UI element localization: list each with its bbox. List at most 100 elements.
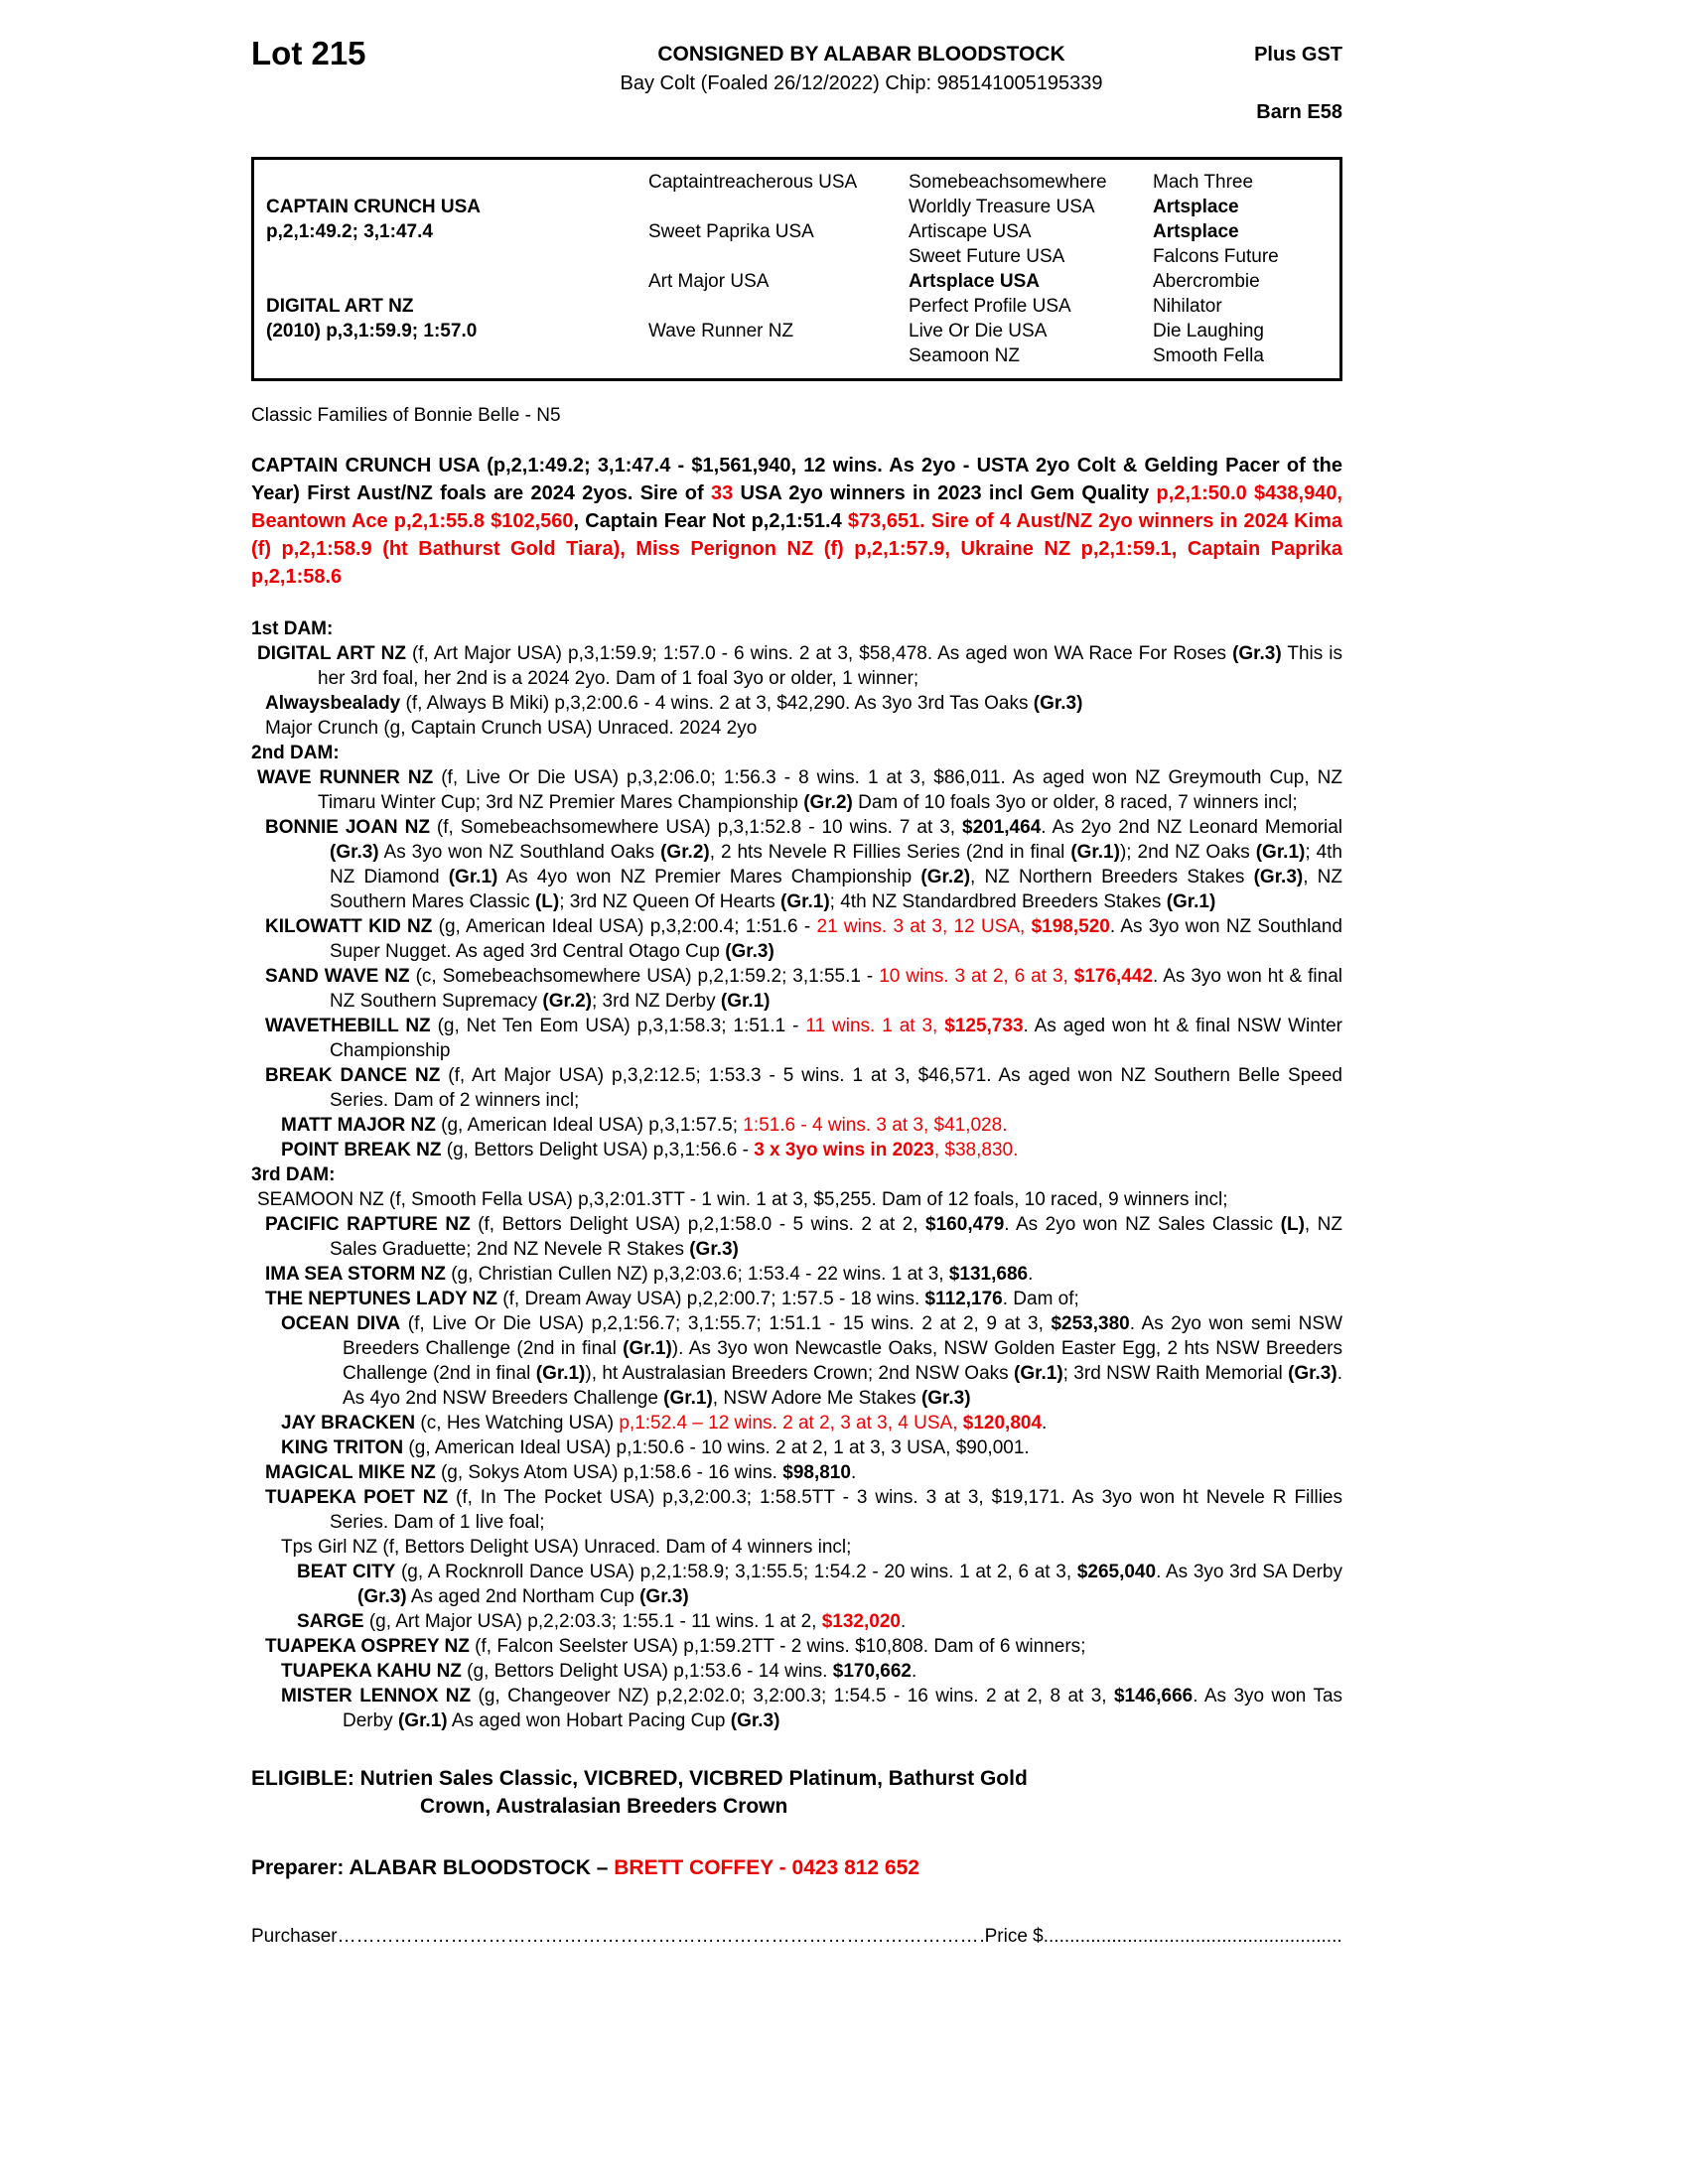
preparer-line: Preparer: ALABAR BLOODSTOCK – BRETT COFF… [251,1854,1342,1882]
text-segment: $131,686 [948,1264,1029,1285]
text-segment: ; 4th NZ Standardbred Breeders Stakes [829,891,1167,912]
text-segment: (Gr.3) [1033,693,1083,714]
pedigree-note-entry: WAVETHEBILL NZ (g, Net Ten Eom USA) p,3,… [251,1014,1342,1063]
text-segment: (f, In The Pocket USA) p,3,2:00.3; 1:58.… [330,1487,1343,1533]
text-segment: (Gr.1) [1255,842,1306,863]
text-segment: . [1028,1264,1034,1285]
pedigree-cell: Worldly Treasure USA [909,197,1095,217]
text-segment: As 4yo won NZ Premier Mares Championship [497,867,921,887]
pedigree-note-entry: WAVE RUNNER NZ (f, Live Or Die USA) p,3,… [251,765,1342,815]
text-segment: , $38,830. [933,1140,1019,1160]
text-segment: (f, Falcon Seelster USA) p,1:59.2TT - 2 … [469,1636,1086,1657]
pedigree-note-entry: Alwaysbealady (f, Always B Miki) p,3,2:0… [251,691,1342,716]
text-segment: $146,666 [1113,1686,1194,1706]
text-segment: (Gr.1) [623,1338,672,1359]
text-segment: . As 3yo won Tas Derby [343,1686,1343,1731]
text-segment: (c, Hes Watching USA) [415,1413,620,1433]
text-segment: $132,020 [821,1611,901,1632]
text-segment: WAVE RUNNER NZ [257,767,434,788]
text-segment: (Gr.2) [660,842,710,863]
text-segment: (Gr.2) [803,792,853,813]
text-segment: Alwaysbealady [265,693,401,714]
text-segment: (g, Art Major USA) p,2,2:03.3; 1:55.1 - … [363,1611,822,1632]
text-segment: (Gr.2) [920,867,971,887]
text-segment: (f, Art Major USA) p,3,2:12.5; 1:53.3 - … [330,1065,1343,1111]
text-segment: KING TRITON [281,1437,404,1458]
text-segment: . As 3yo won NZ Southland Super Nugget. … [330,916,1342,962]
text-segment: (Gr.1) [663,1388,713,1409]
text-segment: , 2 hts Nevele R Fillies Series (2nd in … [709,842,1071,863]
text-segment: (g, American Ideal USA) p,3,2:00.4; 1:51… [432,916,817,937]
text-segment: $265,040 [1076,1562,1157,1582]
pedigree-cell: Somebeachsomewhere [909,172,1107,193]
text-segment: MAGICAL MIKE NZ [265,1462,436,1483]
dam-heading: 1st DAM: [251,618,334,639]
purchaser-fill-dots: …………………………………………………………………………………………………………… [337,1926,985,1947]
pedigree-note-entry: SEAMOON NZ (f, Smooth Fella USA) p,3,2:0… [251,1187,1342,1212]
text-segment: , NZ Northern Breeders Stakes [970,867,1254,887]
pedigree-note-entry: PACIFIC RAPTURE NZ (f, Bettors Delight U… [251,1212,1342,1262]
text-segment: (f, Dream Away USA) p,2,2:00.7; 1:57.5 -… [497,1289,925,1309]
text-segment: (g, Bettors Delight USA) p,3,1:56.6 - [441,1140,755,1160]
purchaser-label: Purchaser [251,1926,338,1947]
pedigree-cell: Artsplace [1153,197,1239,217]
text-segment: POINT BREAK NZ [281,1140,442,1160]
text-segment: (Gr.1) [720,991,771,1012]
text-segment: PACIFIC RAPTURE NZ [265,1214,471,1235]
text-segment: This is her 3rd foal, her 2nd is a 2024 … [318,643,1342,689]
text-segment: As 3yo won NZ Southland Oaks [378,842,661,863]
text-segment: (f, Somebeachsomewhere USA) p,3,1:52.8 -… [429,817,963,838]
text-segment: ), ht Australasian Breeders Crown; 2nd N… [585,1363,1015,1384]
text-segment: As aged 2nd Northam Cup [406,1586,640,1607]
pedigree-cell: Artiscape USA [909,221,1032,242]
pedigree-cell: CAPTAIN CRUNCH USA [266,197,482,217]
pedigree-cell: Nihilator [1153,296,1222,317]
eligible-line1: ELIGIBLE: Nutrien Sales Classic, VICBRED… [251,1767,1028,1790]
text-segment: MATT MAJOR NZ [281,1115,436,1136]
text-segment: (Gr.3) [1253,867,1304,887]
text-segment: (g, Bettors Delight USA) p,1:53.6 - 14 w… [461,1661,833,1682]
consignor-title: CONSIGNED BY ALABAR BLOODSTOCK [657,43,1065,66]
text-segment: (Gr.2) [542,991,592,1012]
text-segment: (Gr.3) [639,1586,689,1607]
pedigree-cell: Perfect Profile USA [909,296,1071,317]
barn-number: Barn E58 [1256,101,1342,123]
text-segment: $112,176 [924,1289,1003,1309]
pedigree-cell: Sweet Future USA [909,246,1065,267]
pedigree-cell: DIGITAL ART NZ [266,296,414,317]
pedigree-note-entry: Tps Girl NZ (f, Bettors Delight USA) Unr… [251,1535,1342,1560]
text-segment: MISTER LENNOX NZ [281,1686,472,1706]
pedigree-note-entry: SARGE (g, Art Major USA) p,2,2:03.3; 1:5… [251,1609,1342,1634]
pedigree-cell: Captaintreacherous USA [648,172,858,193]
text-segment: $160,479 [925,1214,1005,1235]
text-segment: (Gr.3) [1288,1363,1337,1384]
text-segment: (Gr.1) [1014,1363,1063,1384]
text-segment: Major Crunch (g, Captain Crunch USA) Unr… [265,718,758,739]
text-segment: (f, Bettors Delight USA) p,2,1:58.0 - 5 … [470,1214,926,1235]
text-segment: (f, Live Or Die USA) p,2,1:56.7; 3,1:55.… [400,1313,1052,1334]
text-segment: CAPTAIN CRUNCH USA (p,2,1:49.2; 3,1:47.4… [251,455,1342,504]
text-segment: . As 4yo 2nd NSW Breeders Challenge [343,1363,1342,1409]
pedigree-note-entry: TUAPEKA OSPREY NZ (f, Falcon Seelster US… [251,1634,1342,1659]
pedigree-cell: Wave Runner NZ [648,321,794,341]
text-segment: ; 3rd NZ Derby [592,991,721,1012]
pedigree-note-entry: Major Crunch (g, Captain Crunch USA) Unr… [251,716,1342,741]
pedigree-note-entry: MATT MAJOR NZ (g, American Ideal USA) p,… [251,1113,1342,1138]
text-segment: (g, A Rocknroll Dance USA) p,2,1:58.9; 3… [395,1562,1077,1582]
text-segment: BONNIE JOAN NZ [265,817,430,838]
pedigree-cell: Art Major USA [648,271,770,292]
pedigree-note-entry: KING TRITON (g, American Ideal USA) p,1:… [251,1435,1342,1460]
pedigree-cell: Seamoon NZ [909,345,1020,366]
pedigree-cell: (2010) p,3,1:59.9; 1:57.0 [266,321,478,341]
text-segment: , NZ Sales Graduette; 2nd NZ Nevele R St… [330,1214,1342,1260]
text-segment: 1:51.6 - 4 wins. 3 at 3, $41,028. [743,1115,1008,1136]
lot-number: Lot 215 [251,35,366,71]
text-segment: (Gr.3) [725,941,774,962]
text-segment: Tps Girl NZ (f, Bettors Delight USA) Unr… [281,1537,852,1558]
pedigree-cell: Falcons Future [1153,246,1279,267]
text-segment: (c, Somebeachsomewhere USA) p,2,1:59.2; … [409,966,880,987]
pedigree-note-entry: IMA SEA STORM NZ (g, Christian Cullen NZ… [251,1262,1342,1287]
text-segment: 21 wins. 3 at 3, 12 USA, [816,916,1032,937]
text-segment: (Gr.1) [1166,891,1216,912]
text-segment: JAY BRACKEN [281,1413,416,1433]
